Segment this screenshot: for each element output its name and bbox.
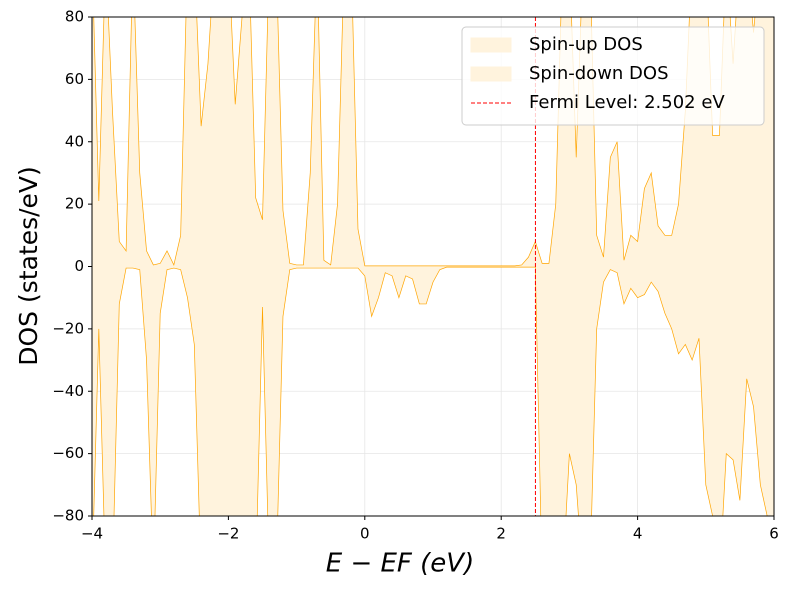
x-tick-label: 6 — [769, 525, 779, 543]
x-axis-label: E − EF (eV) — [326, 549, 474, 579]
y-tick-label: −60 — [52, 444, 84, 462]
x-tick-label: −4 — [81, 525, 103, 543]
legend-swatch — [470, 66, 512, 82]
y-tick-label: −20 — [52, 319, 84, 337]
y-tick-label: 40 — [65, 132, 84, 150]
x-tick-label: 0 — [360, 525, 370, 543]
y-tick-label: 0 — [74, 257, 84, 275]
legend-label: Spin-up DOS — [529, 34, 643, 55]
dos-area — [92, 266, 774, 516]
y-tick-label: 60 — [65, 70, 84, 88]
legend-box — [461, 26, 765, 126]
dos-line — [93, 17, 756, 267]
y-tick-label: −80 — [52, 507, 84, 525]
x-tick-label: 4 — [633, 525, 643, 543]
legend-label: Fermi Level: 2.502 eV — [529, 92, 725, 113]
y-tick-label: −40 — [52, 382, 84, 400]
x-tick-label: 2 — [496, 525, 506, 543]
y-axis-label: DOS (states/eV) — [14, 166, 43, 366]
dos-line — [93, 266, 768, 516]
legend-label: Spin-down DOS — [529, 63, 669, 84]
plot-frame — [91, 16, 775, 517]
x-tick-label: −2 — [217, 525, 239, 543]
legend-swatch — [470, 37, 512, 53]
y-tick-label: 20 — [65, 195, 84, 213]
y-tick-label: 80 — [65, 8, 84, 26]
